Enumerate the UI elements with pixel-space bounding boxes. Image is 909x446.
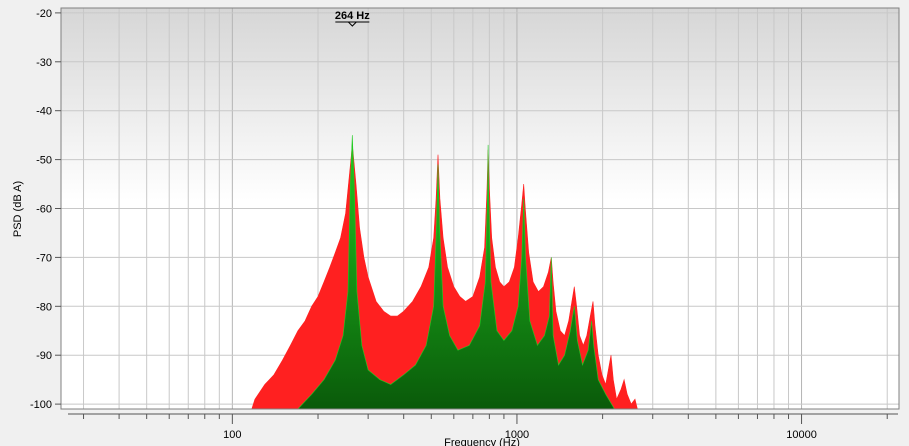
y-tick-label: -70 <box>36 252 52 264</box>
frequency-marker[interactable]: 264 Hz <box>335 10 370 27</box>
marker-label: 264 Hz <box>335 10 370 22</box>
y-tick-label: -80 <box>36 301 52 313</box>
y-tick-label: -100 <box>30 399 52 411</box>
series-layer <box>251 135 638 409</box>
x-axis-title: Frequency (Hz) <box>444 437 520 446</box>
y-tick-label: -90 <box>36 350 52 362</box>
x-axis: 100 1000 10000 <box>83 414 888 441</box>
x-tick-label: 100 <box>223 429 241 441</box>
x-tick-label: 1000 <box>505 429 529 441</box>
y-tick-label: -40 <box>36 106 52 118</box>
y-tick-label: -50 <box>36 155 52 167</box>
series-current-area <box>297 135 615 409</box>
y-tick-label: -20 <box>36 8 52 20</box>
y-axis-title: PSD (dB A) <box>12 181 24 237</box>
y-tick-label: -60 <box>36 204 52 216</box>
marker-caret-icon <box>347 21 357 27</box>
y-tick-label: -30 <box>36 57 52 69</box>
x-tick-label: 10000 <box>786 429 817 441</box>
y-axis: -20 -30 -40 -50 -60 -70 -80 -90 -100 <box>30 8 61 411</box>
